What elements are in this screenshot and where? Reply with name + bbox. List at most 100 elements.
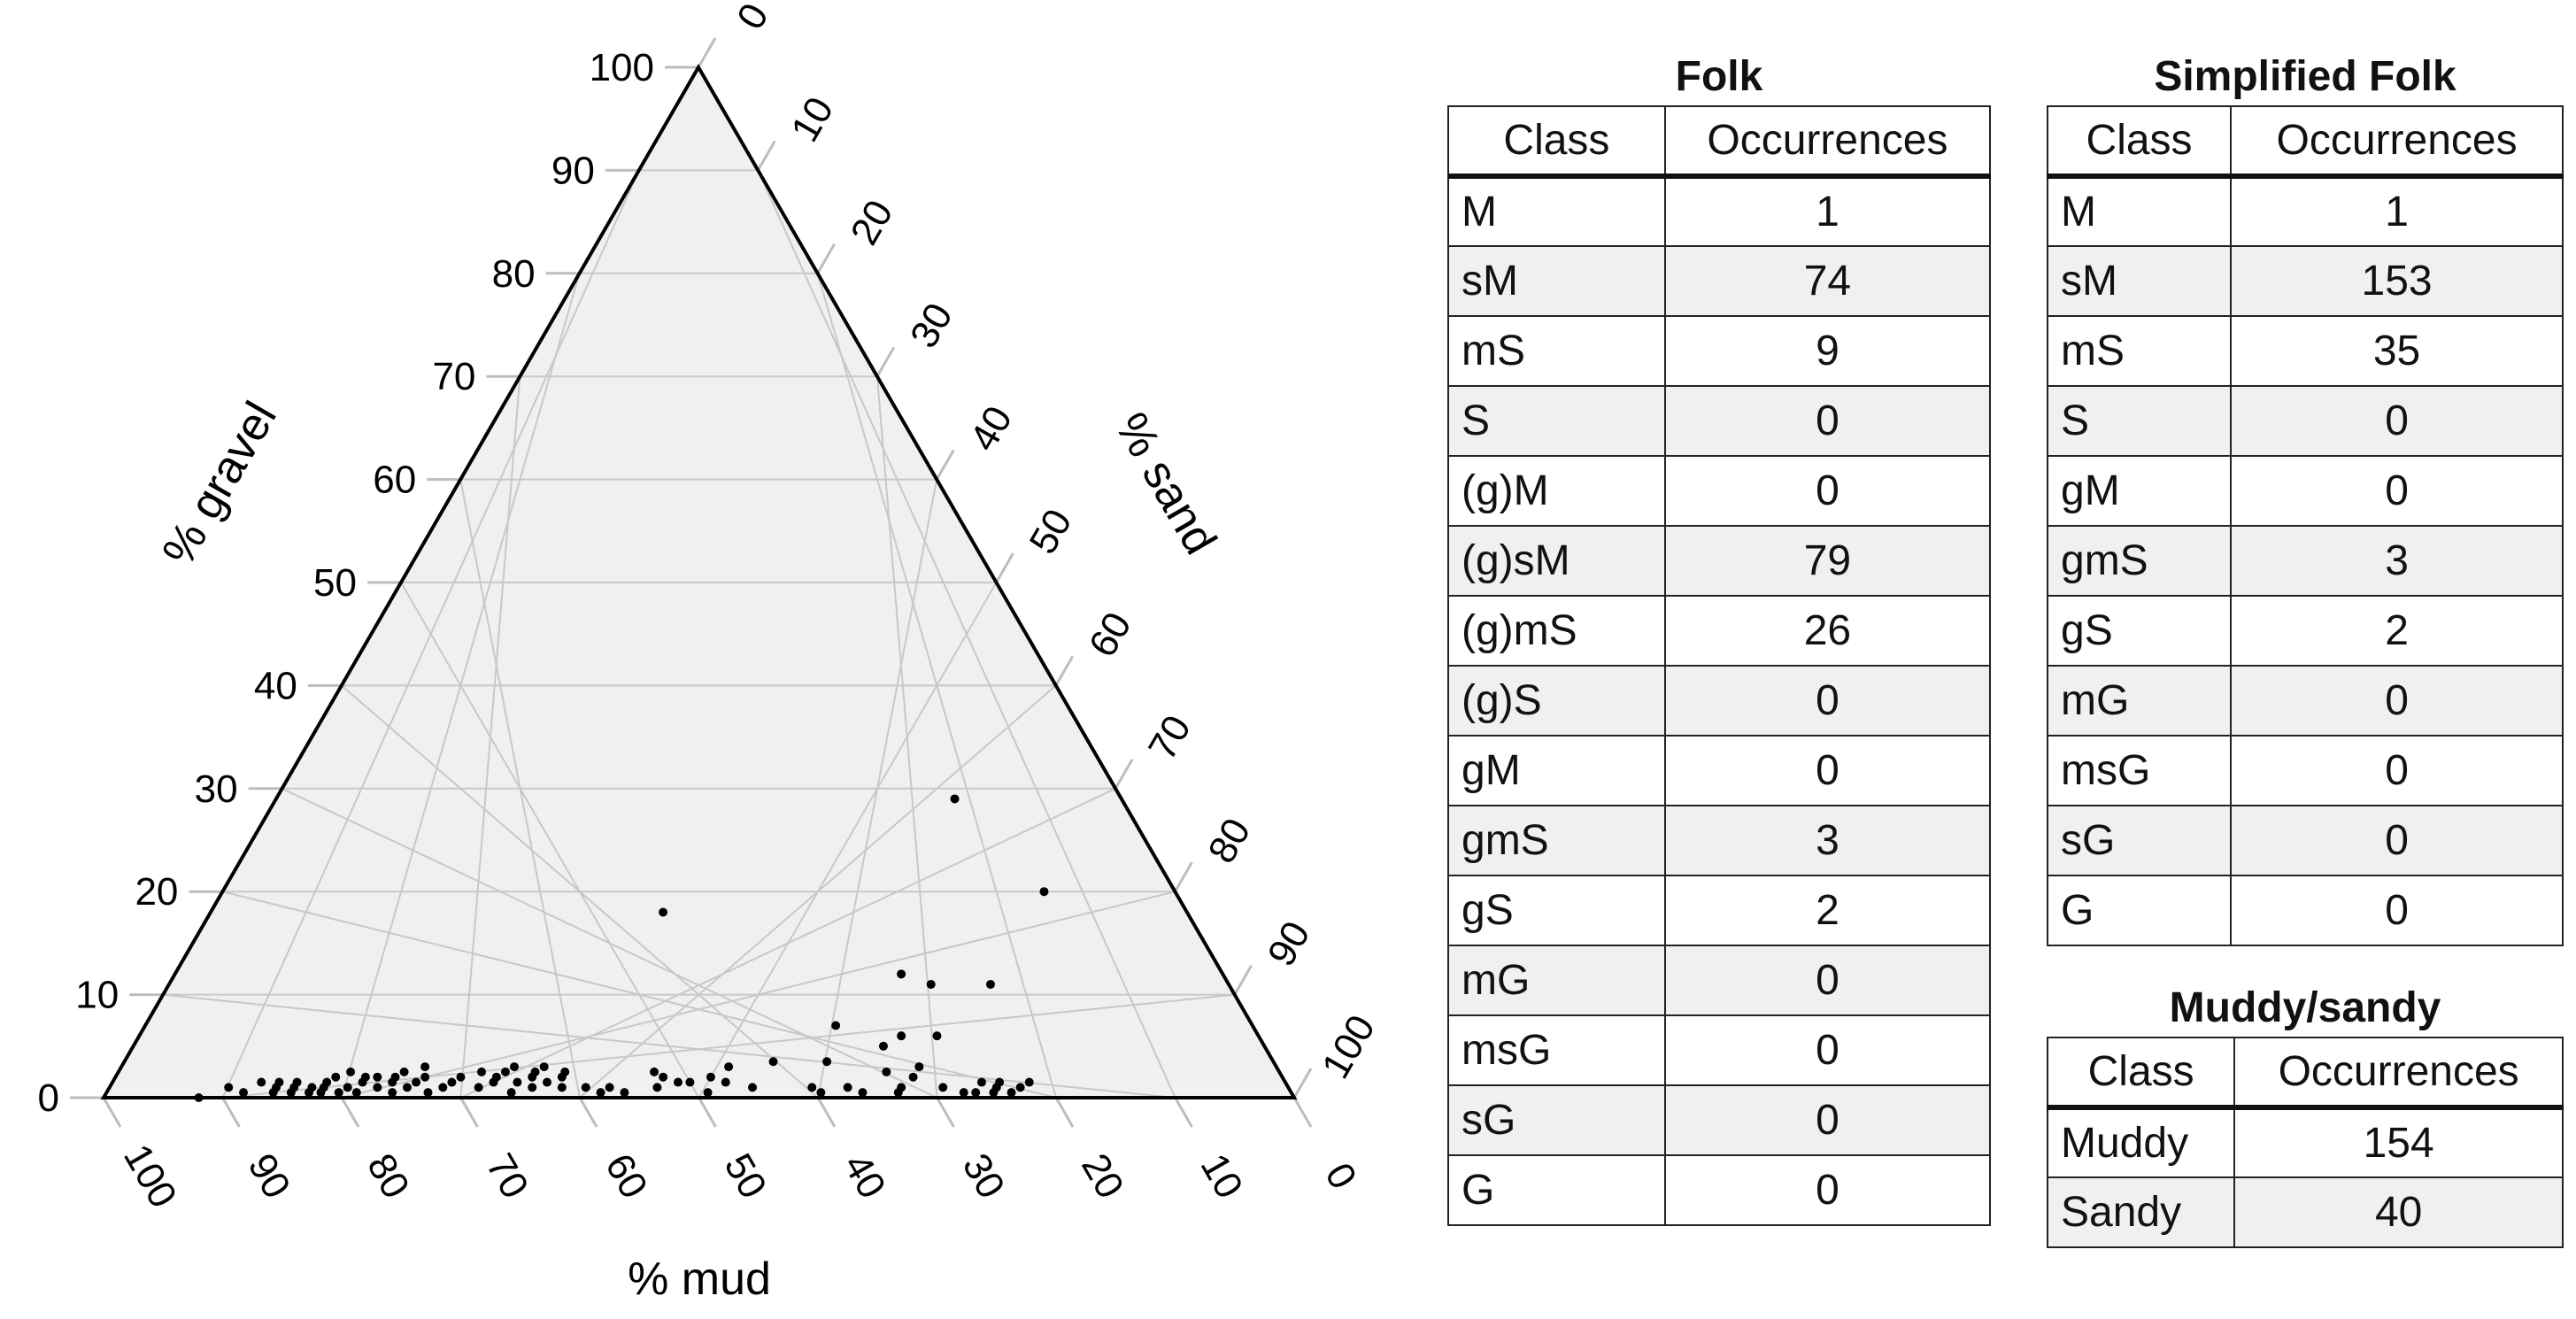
occurrences-cell: 0 [2230,735,2564,806]
occurrences-cell: 2 [2230,595,2564,667]
class-cell: gM [2046,455,2233,527]
simplified-header-class: Class [2046,105,2233,179]
scatter-point [331,1072,341,1082]
scatter-point [543,1077,552,1087]
sand-tick [1174,861,1193,892]
scatter-point [224,1083,234,1092]
grid-line [163,993,1176,1099]
grid-line [341,684,819,1099]
scatter-point [807,1083,817,1092]
class-cell: M [1447,175,1666,247]
scatter-point [373,1072,382,1082]
sand-tick-label: 90 [1260,914,1319,974]
occurrences-cell: 153 [2230,245,2564,317]
table-row: (g)mS 26 [1447,595,1992,667]
sand-tick-label: 20 [843,193,902,252]
sand-tick-label: 10 [783,90,842,150]
scatter-point [878,1041,888,1051]
gravel-tick-label: 70 [432,355,475,398]
scatter-point [995,1077,1005,1087]
mud-tick-label: 100 [115,1138,185,1215]
ternary-plot: 0102030405060708090100010203040506070809… [38,0,1384,1305]
gravel-tick-label: 50 [313,561,357,605]
occurrences-cell: 1 [1663,175,1992,247]
gravel-tick-label: 40 [254,664,297,707]
scatter-point [938,1083,948,1092]
class-cell: mG [2046,665,2233,737]
scatter-point [748,1083,758,1092]
grid-line [400,582,700,1099]
scatter-point [897,1083,906,1092]
scatter-point [530,1067,540,1076]
scatter-point [500,1067,510,1076]
mud-tick [1054,1097,1075,1128]
scatter-point [560,1067,570,1076]
sand-tick-label: 80 [1199,811,1259,870]
scatter-point [706,1072,715,1082]
scatter-point [373,1083,382,1092]
table-row: mS 35 [2046,315,2564,387]
mud-tick [1174,1097,1193,1128]
class-cell: gS [2046,595,2233,667]
grid-line [817,479,938,1099]
gravel-tick-label: 100 [590,46,654,89]
sand-tick [875,346,896,377]
table-row: (g)S 0 [1447,665,1992,737]
gravel-tick-label: 60 [373,459,416,502]
occurrences-cell: 0 [1663,665,1992,737]
scatter-point [652,1083,662,1092]
scatter-point [822,1057,832,1067]
sand-tick-label: 0 [729,0,777,36]
sand-tick-label: 50 [1022,502,1081,561]
sand-tick [697,37,717,68]
scatter-point [423,1088,433,1098]
scatter-point [510,1062,520,1072]
scatter-point [447,1077,457,1087]
ternary-grid [163,169,1235,1099]
sand-tick [935,449,955,481]
scatter-point [274,1077,284,1087]
scatter-point [1024,1077,1034,1087]
scatter-point [914,1062,924,1072]
mud-tick [578,1097,598,1128]
mud-tick [816,1097,837,1128]
scatter-point [768,1057,778,1067]
muddy-header-class: Class [2046,1037,2236,1110]
table-row: mS 9 [1447,315,1992,387]
scatter-point [673,1077,683,1087]
class-cell: mS [1447,315,1666,387]
scatter-point [491,1072,501,1082]
gravel-tick-label: 20 [135,870,178,914]
folk-table-title: Folk [1675,53,1763,100]
table-row: sG 0 [2046,805,2564,876]
table-row: Sandy 40 [2046,1176,2564,1248]
table-row: mG 0 [1447,945,1992,1016]
mud-tick-label: 70 [478,1146,537,1206]
scatter-point [659,1072,668,1082]
scatter-point [1039,887,1049,897]
table-row: msG 0 [1447,1014,1992,1086]
mud-tick [102,1097,122,1128]
scatter-point [194,1093,204,1102]
mud-tick [459,1097,479,1128]
scatter-point [360,1072,370,1082]
scatter-point [239,1088,249,1098]
occurrences-cell: 2 [1663,875,1992,946]
scatter-point [351,1088,361,1098]
scatter-point [477,1067,487,1076]
class-cell: mS [2046,315,2233,387]
occurrences-cell: 0 [2230,665,2564,737]
scatter-point [908,1072,918,1082]
scatter-point [346,1067,356,1076]
mud-tick [340,1097,360,1128]
scatter-point [971,1088,981,1098]
grid-line [282,787,937,1099]
scatter-point [412,1077,421,1087]
scatter-point [1015,1083,1025,1092]
sand-tick-label: 100 [1314,1008,1384,1086]
scatter-point [685,1077,695,1087]
sand-tick [1114,759,1134,790]
occurrences-cell: 0 [2230,875,2564,946]
